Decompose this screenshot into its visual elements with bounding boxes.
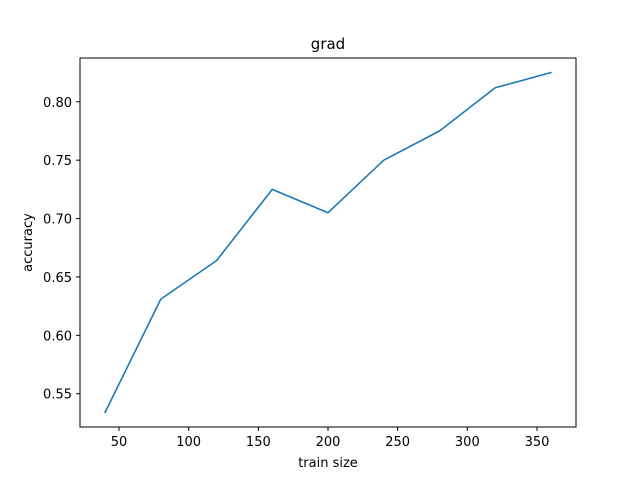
- y-tick-label: 0.60: [43, 329, 72, 344]
- x-axis-label: train size: [298, 456, 358, 471]
- plot-area: [104, 71, 552, 414]
- y-tick-label: 0.65: [43, 271, 72, 286]
- x-tick-label: 150: [246, 435, 271, 450]
- x-tick-label: 350: [525, 435, 550, 450]
- y-tick-label: 0.80: [43, 96, 72, 111]
- y-axis-label: accuracy: [21, 213, 36, 272]
- x-tick-label: 300: [455, 435, 480, 450]
- x-tick-label: 200: [316, 435, 341, 450]
- x-tick-label: 250: [385, 435, 410, 450]
- y-tick-label: 0.75: [43, 154, 72, 169]
- series-line: [104, 71, 552, 414]
- chart-title: grad: [311, 35, 345, 53]
- axis-ticks: 50 100 150 200 250 300 350 0.55 0.60 0.65 0.70 0.75…: [43, 96, 549, 450]
- y-tick-label: 0.70: [43, 213, 72, 228]
- x-tick-label: 100: [176, 435, 201, 450]
- y-tick-label: 0.55: [43, 388, 72, 403]
- x-tick-label: 50: [111, 435, 128, 450]
